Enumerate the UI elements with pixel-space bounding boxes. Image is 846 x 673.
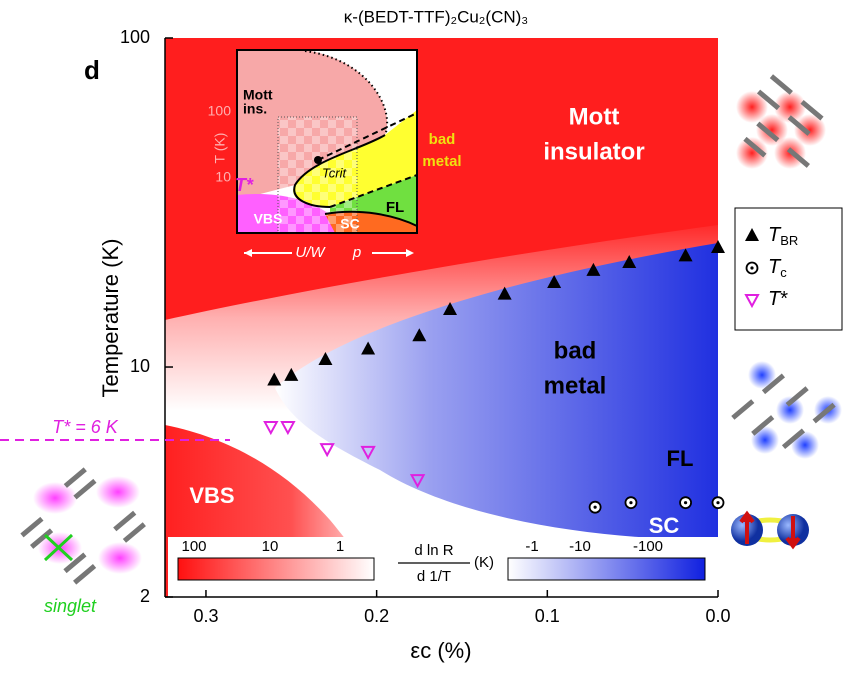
y-axis-label: Temperature (K) <box>98 239 123 398</box>
annotation: metal <box>422 153 461 170</box>
annotation: 10 <box>215 169 231 185</box>
data-point <box>622 255 637 269</box>
legend-label: T* <box>768 288 788 310</box>
colorbar-tick-label: -100 <box>633 538 663 555</box>
data-point <box>678 248 693 262</box>
annotation: FL <box>386 199 404 216</box>
x-tick-label: 0.0 <box>705 606 730 626</box>
data-point <box>267 372 282 386</box>
annotation: d <box>84 55 100 85</box>
x-axis-label: εc (%) <box>410 638 471 663</box>
data-point <box>318 352 333 366</box>
data-point <box>443 302 458 316</box>
data-point <box>624 496 638 510</box>
colorbar-tick-label: -1 <box>525 538 538 555</box>
lattice-cartoon <box>20 74 842 585</box>
marker-dot <box>750 266 754 270</box>
data-point <box>744 294 760 309</box>
annotation: metal <box>544 372 607 399</box>
data-point <box>360 445 376 461</box>
annotation: SC <box>649 513 680 538</box>
annotation: bad <box>429 131 456 148</box>
y-tick-label: 100 <box>120 27 150 47</box>
data-point <box>409 474 426 489</box>
annotation: Mott <box>243 87 273 103</box>
annotation: singlet <box>44 596 97 616</box>
annotation: U/W <box>295 244 326 261</box>
annotation: bad <box>554 337 597 364</box>
legend-label: TBR <box>768 224 798 248</box>
x-tick-label: 0.1 <box>535 606 560 626</box>
annotation: VBS <box>254 211 283 227</box>
marker-dot <box>683 501 688 505</box>
x-tick-label: 0.3 <box>193 606 218 626</box>
colorbar-tick-label: -10 <box>569 538 591 555</box>
data-point <box>280 421 296 436</box>
colorbar-label: d 1/T <box>417 568 451 585</box>
annotation: Mott <box>569 103 620 130</box>
colorbar <box>177 557 706 581</box>
data-point <box>263 421 279 436</box>
annotation: p <box>352 244 361 261</box>
annotation: ins. <box>243 101 267 117</box>
legend-label: Tc <box>768 256 787 280</box>
data-point <box>711 240 725 254</box>
data-point <box>319 443 335 458</box>
colorbar-tick-label: 10 <box>262 538 279 555</box>
heatmap <box>165 38 718 597</box>
annotation: Tcrit <box>322 165 347 180</box>
y-tick-label: 10 <box>130 356 150 376</box>
data-point <box>745 261 759 275</box>
colorbar-label: d ln R <box>414 542 453 559</box>
annotation: SC <box>340 216 359 232</box>
annotation: T (K) <box>212 133 228 164</box>
marker-dot <box>629 501 633 505</box>
marker-dot <box>593 505 597 509</box>
y-tick-label: 2 <box>140 586 150 606</box>
data-point <box>745 228 759 241</box>
colorbar-tick-label: 1 <box>336 538 344 555</box>
data-point <box>284 367 299 381</box>
annotation: T* <box>235 175 254 195</box>
data-point <box>361 341 376 355</box>
annotation: 100 <box>208 103 232 119</box>
colorbar-tick-label: 100 <box>181 538 206 555</box>
data-point <box>412 328 427 342</box>
annotation: VBS <box>189 483 234 508</box>
colorbar-label: (K) <box>474 554 494 571</box>
marker-dot <box>716 501 720 505</box>
inset <box>236 49 418 257</box>
x-tick-label: 0.2 <box>364 606 389 626</box>
data-point <box>497 286 512 300</box>
data-point <box>588 500 602 514</box>
data-point <box>711 496 725 510</box>
data-point <box>586 262 601 276</box>
annotation: T* = 6 K <box>52 417 119 437</box>
data-point <box>547 275 562 289</box>
chart-title: κ-(BEDT-TTF)₂Cu₂(CN)₃ <box>344 7 528 26</box>
annotation: FL <box>667 446 694 471</box>
annotation: insulator <box>543 138 644 165</box>
data-point <box>679 496 692 510</box>
